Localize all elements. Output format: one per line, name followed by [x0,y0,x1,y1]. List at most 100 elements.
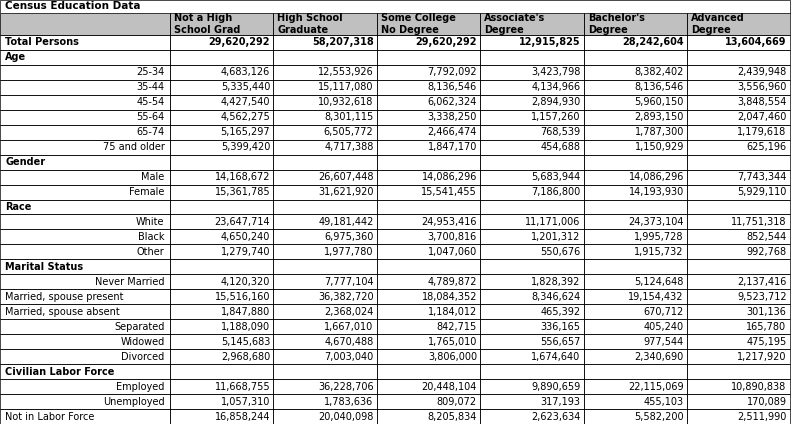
Bar [687,50,790,65]
Bar [687,215,790,229]
Bar [583,13,687,35]
Bar [687,244,790,259]
Bar [170,364,274,379]
Bar [170,304,274,319]
Bar [0,334,170,349]
Bar [170,274,274,289]
Text: 15,361,785: 15,361,785 [214,187,270,197]
Bar [480,364,583,379]
Bar [377,215,480,229]
Text: 45-54: 45-54 [137,97,165,107]
Text: 12,915,825: 12,915,825 [518,37,581,47]
Bar [583,349,687,364]
Text: 455,103: 455,103 [644,396,684,407]
Text: 8,301,115: 8,301,115 [324,112,374,122]
Bar [583,65,687,80]
Text: 1,977,780: 1,977,780 [324,247,374,257]
Bar [687,13,790,35]
Bar [0,35,170,50]
Bar [170,349,274,364]
Bar [480,125,583,139]
Bar [377,409,480,424]
Bar [480,274,583,289]
Bar [377,184,480,200]
Bar [687,184,790,200]
Text: 1,217,920: 1,217,920 [737,351,786,362]
Bar [0,110,170,125]
Text: Unemployed: Unemployed [103,396,165,407]
Bar [377,200,480,215]
Bar [480,35,583,50]
Text: 4,683,126: 4,683,126 [221,67,270,77]
Bar [687,110,790,125]
Text: 4,427,540: 4,427,540 [221,97,270,107]
Bar [377,229,480,244]
Text: 405,240: 405,240 [644,322,684,332]
Bar [583,139,687,155]
Bar [274,35,377,50]
Bar [583,409,687,424]
Bar [377,65,480,80]
Bar [583,170,687,184]
Bar [170,35,274,50]
Text: 10,890,838: 10,890,838 [731,382,786,392]
Bar [583,379,687,394]
Bar [377,274,480,289]
Bar [170,274,274,289]
Bar [0,215,170,229]
Bar [274,155,377,170]
Bar [583,334,687,349]
Bar [583,379,687,394]
Bar [274,334,377,349]
Bar [170,379,274,394]
Text: 13,604,669: 13,604,669 [725,37,786,47]
Text: Total Persons: Total Persons [5,37,79,47]
Bar [274,215,377,229]
Text: 10,932,618: 10,932,618 [318,97,374,107]
Text: 5,683,944: 5,683,944 [531,172,581,182]
Bar [480,364,583,379]
Bar [377,349,480,364]
Bar [480,215,583,229]
Text: 9,523,712: 9,523,712 [737,292,786,302]
Bar [480,289,583,304]
Text: 1,667,010: 1,667,010 [324,322,374,332]
Text: 992,768: 992,768 [746,247,786,257]
Bar [687,95,790,110]
Text: 28,242,604: 28,242,604 [622,37,684,47]
Bar [377,274,480,289]
Text: Other: Other [137,247,165,257]
Text: 465,392: 465,392 [540,307,581,317]
Bar [480,304,583,319]
Bar [377,155,480,170]
Bar [687,409,790,424]
Bar [170,110,274,125]
Text: 1,150,929: 1,150,929 [634,142,684,152]
Text: 4,717,388: 4,717,388 [324,142,374,152]
Bar [480,50,583,65]
Bar [480,184,583,200]
Bar [0,379,170,394]
Bar [377,394,480,409]
Bar [274,35,377,50]
Bar [480,334,583,349]
Bar [377,244,480,259]
Bar [480,125,583,139]
Bar [377,215,480,229]
Bar [687,319,790,334]
Bar [583,349,687,364]
Text: 2,368,024: 2,368,024 [324,307,374,317]
Bar [0,274,170,289]
Bar [0,170,170,184]
Bar [480,139,583,155]
Text: 1,915,732: 1,915,732 [634,247,684,257]
Bar [0,229,170,244]
Text: 24,373,104: 24,373,104 [628,217,684,227]
Bar [274,170,377,184]
Bar [274,274,377,289]
Bar [0,95,170,110]
Bar [274,95,377,110]
Bar [583,50,687,65]
Bar [274,394,377,409]
Bar [170,50,274,65]
